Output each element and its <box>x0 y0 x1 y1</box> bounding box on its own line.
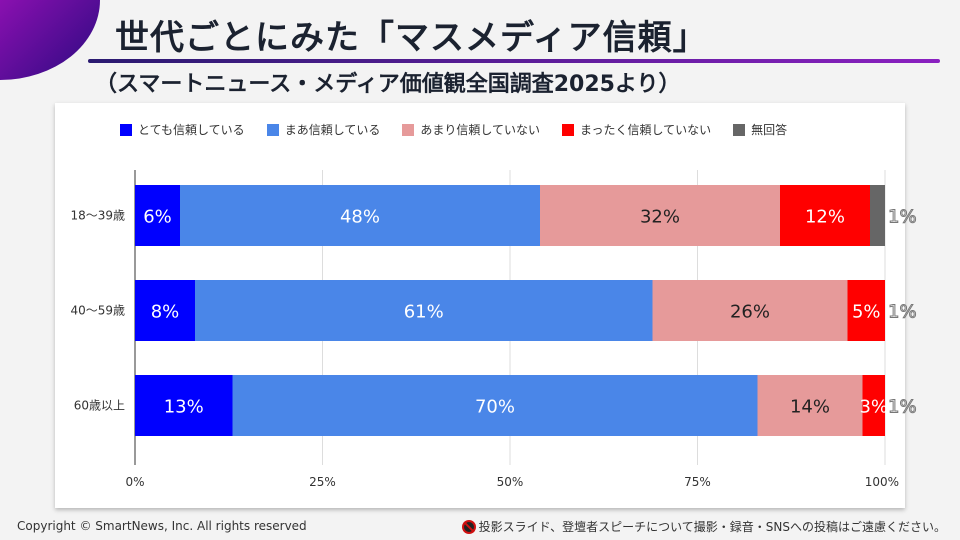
bar-segment <box>757 375 863 436</box>
bar-segment <box>870 185 885 246</box>
data-label: 5% <box>852 302 881 323</box>
x-tick-label: 0% <box>125 475 144 489</box>
data-label: 70% <box>475 397 515 418</box>
bar-segment <box>540 185 780 246</box>
legend-label: あまり信頼していない <box>420 123 540 137</box>
data-label: 32% <box>640 207 680 228</box>
x-tick-label: 50% <box>497 475 524 489</box>
data-label: 3% <box>859 397 888 418</box>
data-label: 26% <box>730 302 770 323</box>
data-label: 61% <box>404 302 444 323</box>
bar-segment <box>862 375 885 436</box>
category-label: 40〜59歳 <box>70 304 125 318</box>
copyright: Copyright © SmartNews, Inc. All rights r… <box>17 519 307 533</box>
page-subtitle: （スマートニュース・メディア価値観全国調査2025より） <box>95 72 681 97</box>
x-tick-label: 25% <box>309 475 336 489</box>
legend-label: 無回答 <box>751 123 788 137</box>
data-label: 1% <box>888 397 917 418</box>
x-tick-label: 100% <box>865 475 899 489</box>
legend-item: あまり信頼していない <box>402 121 540 138</box>
legend-swatch <box>266 123 279 136</box>
bar-segment <box>847 280 885 341</box>
legend-label: とても信頼している <box>138 123 245 137</box>
bar-segment <box>180 185 540 246</box>
bar-segment <box>135 280 195 341</box>
legend-label: まったく信頼していない <box>580 123 712 137</box>
legend-swatch <box>562 123 574 136</box>
stacked-bar-chart: 0% 25% 50% 75% 100% 18〜39歳 6% 48% 32% 12% 1% 40〜59歳… <box>70 170 917 489</box>
data-label: 13% <box>164 397 204 418</box>
bar-segment <box>195 280 653 341</box>
bar-segment <box>780 185 870 246</box>
legend-item: まったく信頼していない <box>562 121 711 138</box>
bar-segment <box>232 375 758 436</box>
chart-legend: とても信頼している まあ信頼している あまり信頼していない まったく信頼していない 無回… <box>120 121 787 138</box>
data-label: 1% <box>888 302 917 323</box>
legend-item: まあ信頼している <box>266 121 381 138</box>
data-label: 12% <box>805 207 845 228</box>
data-label: 6% <box>143 207 172 228</box>
legend-swatch <box>733 123 746 136</box>
data-label: 48% <box>340 207 380 228</box>
bar-segment <box>135 375 233 436</box>
legend-swatch <box>402 123 415 136</box>
legend-item: とても信頼している <box>120 121 245 138</box>
data-label: 14% <box>790 397 830 418</box>
title-underline <box>88 59 940 63</box>
category-label: 60歳以上 <box>74 399 125 413</box>
legend-item: 無回答 <box>733 121 787 138</box>
data-label: 1% <box>888 207 917 228</box>
footer-notice: 投影スライド、登壇者スピーチについて撮影・録音・SNSへの投稿はご遠慮ください。 <box>461 518 946 535</box>
notice-text: 投影スライド、登壇者スピーチについて撮影・録音・SNSへの投稿はご遠慮ください。 <box>478 520 946 534</box>
bar-segment <box>135 185 180 246</box>
bar-segment <box>652 280 848 341</box>
no-camera-icon <box>461 519 476 534</box>
category-label: 18〜39歳 <box>70 209 125 223</box>
legend-label: まあ信頼している <box>284 123 381 137</box>
page-title: 世代ごとにみた「マスメディア信頼」 <box>115 18 708 58</box>
x-tick-label: 75% <box>684 475 711 489</box>
legend-swatch <box>120 123 132 136</box>
data-label: 8% <box>151 302 180 323</box>
